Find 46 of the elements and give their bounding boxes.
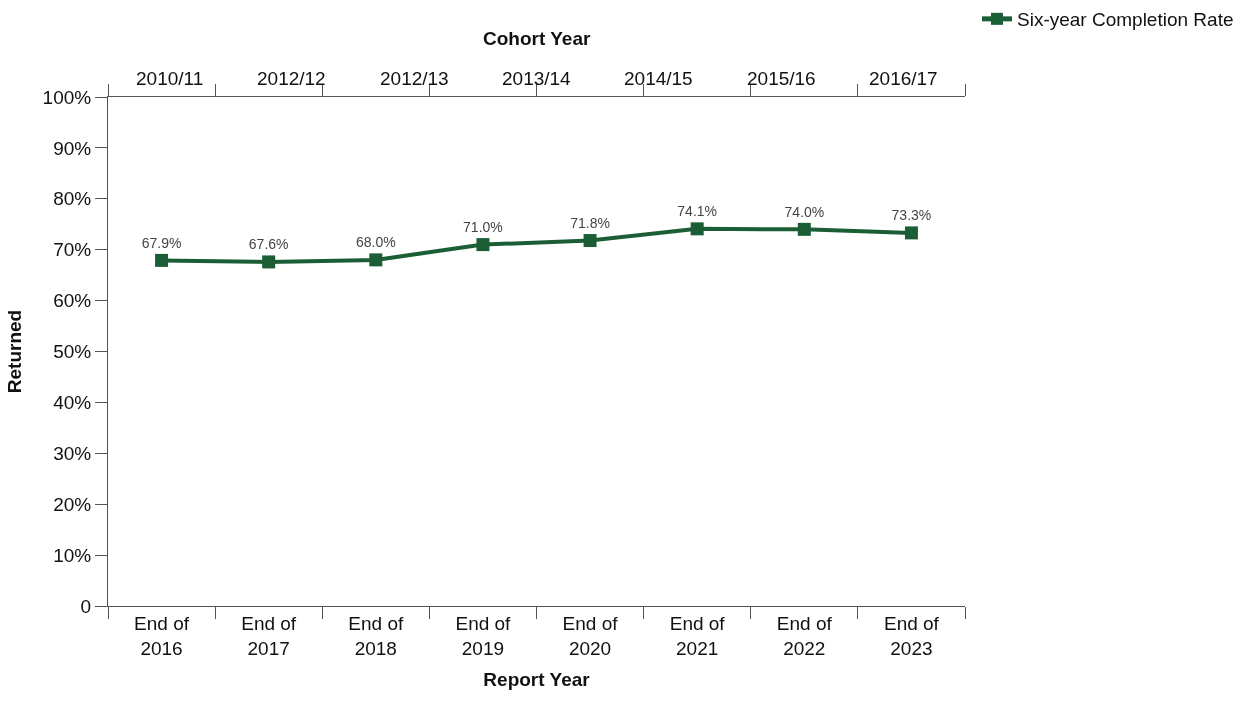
x-tick-label: End of 2023 [883, 612, 940, 659]
y-tick-label: 40% [53, 392, 92, 414]
data-label: 74.0% [784, 203, 825, 220]
point [155, 253, 169, 267]
y-axis-title: Returned [4, 309, 26, 394]
text: 2015/16 [747, 68, 816, 89]
x-axis-title: Report Year [483, 669, 591, 691]
point [583, 234, 597, 248]
data-label: 68.0% [355, 234, 396, 251]
y-tick-label: 80% [53, 188, 92, 210]
y-tick-label: 50% [53, 341, 92, 363]
x-tick-label: End of 2018 [348, 612, 404, 659]
data-label: 73.3% [891, 207, 932, 224]
y-tick-label: 10% [53, 544, 92, 566]
y-tick-label: 90% [53, 137, 92, 159]
x-tick-label: End of 2016 [134, 612, 190, 659]
point [904, 226, 918, 240]
y-tick-label: 20% [53, 493, 92, 515]
x-tick-label: End of 2022 [776, 612, 833, 659]
y-tick-label: 30% [53, 442, 92, 464]
point [369, 253, 383, 267]
data-label: 67.9% [141, 234, 182, 251]
x-tick-label: End of 2019 [455, 612, 512, 659]
text: 2014/15 [624, 68, 693, 89]
data-label: 71.8% [570, 214, 610, 231]
legend-label: Six-year Completion Rate [1017, 9, 1234, 31]
text: 2013/14 [502, 68, 572, 89]
text: 2012/13 [380, 68, 449, 89]
text: 2016/17 [869, 68, 938, 89]
text: 2010/11 [136, 68, 204, 89]
x-tick-label: End of 2020 [562, 612, 619, 659]
y-tick-label: 60% [53, 290, 92, 312]
point [262, 255, 276, 269]
x2-axis-title: Cohort Year [483, 28, 591, 49]
data-label: 71.0% [463, 218, 503, 235]
data-label: 74.1% [677, 203, 718, 220]
point [690, 222, 704, 236]
data-label: 67.6% [248, 236, 289, 253]
point [797, 222, 811, 236]
y-tick-label: 70% [53, 239, 92, 261]
y-tick-label: 0 [80, 595, 92, 617]
x-tick-label: End of 2021 [669, 612, 726, 659]
y-tick-label: 100% [42, 86, 92, 108]
point [476, 238, 490, 252]
text: 2012/12 [257, 68, 326, 89]
x-tick-label: End of 2017 [241, 612, 297, 659]
